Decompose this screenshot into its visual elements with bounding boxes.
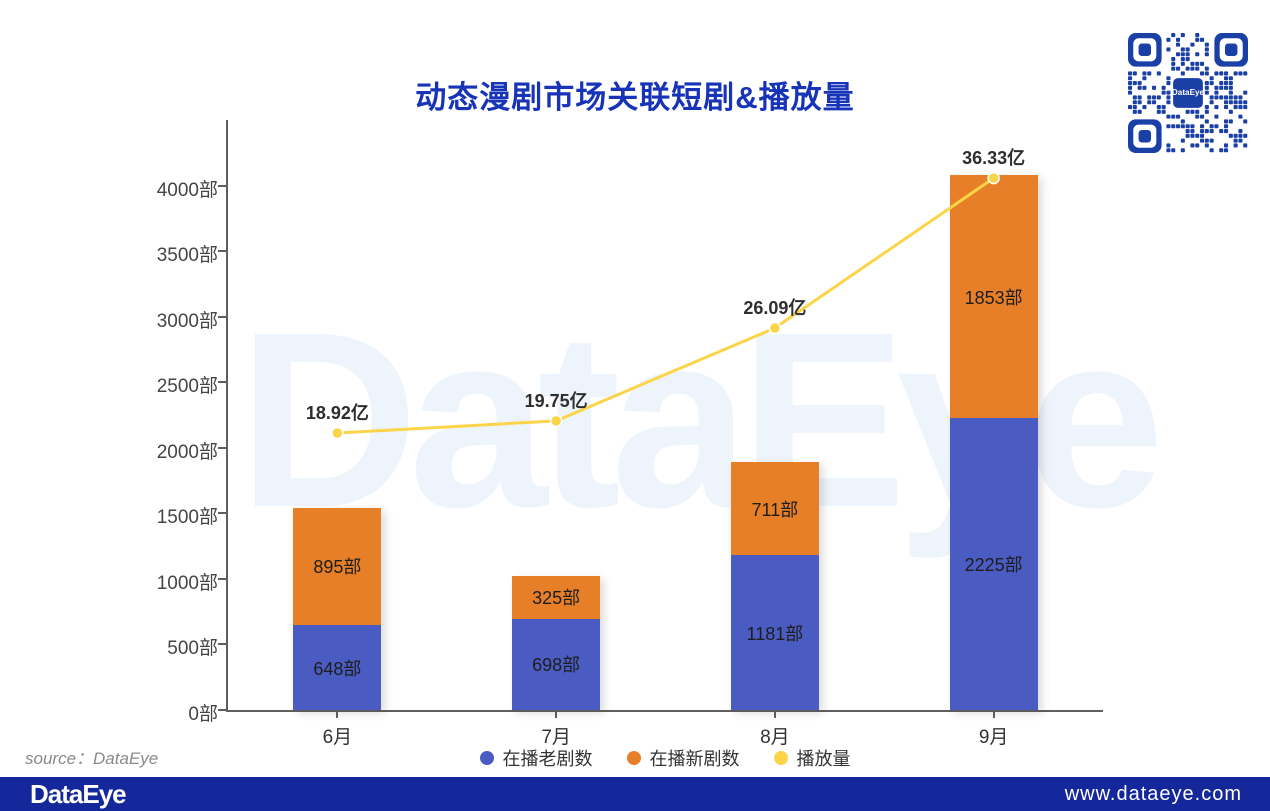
line-value-label: 26.09亿 <box>743 297 806 318</box>
line-value-label: 18.92亿 <box>306 402 369 423</box>
x-axis-category-label: 8月 <box>760 727 790 748</box>
x-axis-line <box>226 710 1103 712</box>
stacked-bar-7月[interactable]: 698部 325部 <box>512 575 601 710</box>
stacked-bar-6月[interactable]: 648部 895部 <box>293 507 382 710</box>
play-volume-line: 18.92亿 19.75亿 26.09亿 36.33亿 <box>306 147 1025 440</box>
line-value-label: 36.33亿 <box>962 147 1025 168</box>
y-axis-tick <box>218 446 226 449</box>
bar-value-label: 711部 <box>751 499 799 520</box>
line-point[interactable] <box>768 321 782 335</box>
legend-item-new-dramas[interactable]: 在播新剧数 <box>626 745 740 771</box>
bar-segment-old: 648部 <box>293 625 382 710</box>
stacked-bar-8月[interactable]: 1181部 711部 <box>730 461 819 710</box>
x-axis-tick <box>992 712 995 718</box>
y-axis-tick-label: 1500部 <box>156 507 218 529</box>
y-axis-tick-label: 3000部 <box>156 310 218 332</box>
y-axis-tick <box>218 315 226 318</box>
y-axis-line <box>226 120 228 712</box>
y-axis-tick-label: 0部 <box>188 704 218 725</box>
chart-legend: 在播老剧数 在播新剧数 播放量 <box>30 745 1270 771</box>
bar-segment-new: 1853部 <box>949 175 1038 419</box>
legend-swatch-orange-icon <box>626 751 641 765</box>
bar-value-label: 698部 <box>532 655 581 676</box>
line-value-label: 19.75亿 <box>525 390 588 411</box>
y-axis-tick <box>218 643 226 646</box>
legend-swatch-blue-icon <box>479 751 494 765</box>
x-axis-category-label: 7月 <box>541 727 571 748</box>
y-axis-tick <box>218 381 226 384</box>
x-axis-tick <box>555 712 558 718</box>
x-axis-tick <box>773 712 776 718</box>
line-point[interactable] <box>331 426 344 440</box>
y-axis-tick-label: 3500部 <box>156 245 218 267</box>
y-axis-tick <box>218 250 226 253</box>
y-axis-tick-label: 1000部 <box>156 572 218 594</box>
bar-value-label: 2225部 <box>964 555 1023 576</box>
x-axis-category-label: 9月 <box>978 727 1009 748</box>
chart-title: 动态漫剧市场关联短剧&播放量 <box>415 80 855 115</box>
footer-bar: DataEye www.dataeye.com <box>0 777 1270 811</box>
line-point[interactable] <box>549 414 563 428</box>
bar-segment-new: 711部 <box>730 461 819 556</box>
qr-center-logo: DataEye <box>1172 88 1205 97</box>
footer-url[interactable]: www.dataeye.com <box>1064 783 1242 805</box>
y-axis-tick-label: 2500部 <box>156 376 218 398</box>
bar-segment-old: 698部 <box>512 618 601 710</box>
y-axis-tick-label: 500部 <box>167 638 218 660</box>
legend-item-old-dramas[interactable]: 在播老剧数 <box>479 745 593 771</box>
legend-label-old-dramas: 在播老剧数 <box>502 749 593 769</box>
y-axis-tick-label: 4000部 <box>156 179 218 201</box>
legend-swatch-yellow-icon <box>773 751 788 765</box>
line-point[interactable] <box>987 171 1000 185</box>
bar-value-label: 895部 <box>313 557 362 578</box>
legend-item-playcount[interactable]: 播放量 <box>773 745 851 771</box>
y-axis-tick <box>218 184 226 187</box>
bar-value-label: 325部 <box>532 588 581 609</box>
y-axis-tick <box>218 512 226 515</box>
legend-label-playcount: 播放量 <box>796 749 851 769</box>
chart-plot-area: 0部 500部 1000部 1500部 2000部 2500部 3000部 3500部 4000… <box>157 120 1103 748</box>
bar-segment-new: 895部 <box>293 507 382 626</box>
source-note: source：DataEye <box>25 749 159 768</box>
y-axis-tick <box>218 577 226 580</box>
bar-segment-new: 325部 <box>512 575 601 619</box>
y-axis-tick <box>218 709 226 711</box>
stacked-bar-9月[interactable]: 2225部 1853部 <box>949 175 1038 710</box>
x-axis-category-label: 6月 <box>322 727 353 748</box>
bar-value-label: 1853部 <box>964 287 1023 308</box>
qr-code: DataEye <box>1128 33 1248 153</box>
bar-value-label: 1181部 <box>746 623 804 644</box>
legend-label-new-dramas: 在播新剧数 <box>649 749 740 769</box>
x-axis-tick <box>336 712 339 718</box>
bar-value-label: 648部 <box>313 658 362 679</box>
bar-segment-old: 2225部 <box>949 418 1038 710</box>
footer-logo: DataEye <box>30 779 127 809</box>
y-axis-tick-label: 2000部 <box>156 441 218 463</box>
bar-segment-old: 1181部 <box>730 555 819 710</box>
qr-code-icon: DataEye <box>1128 33 1248 153</box>
